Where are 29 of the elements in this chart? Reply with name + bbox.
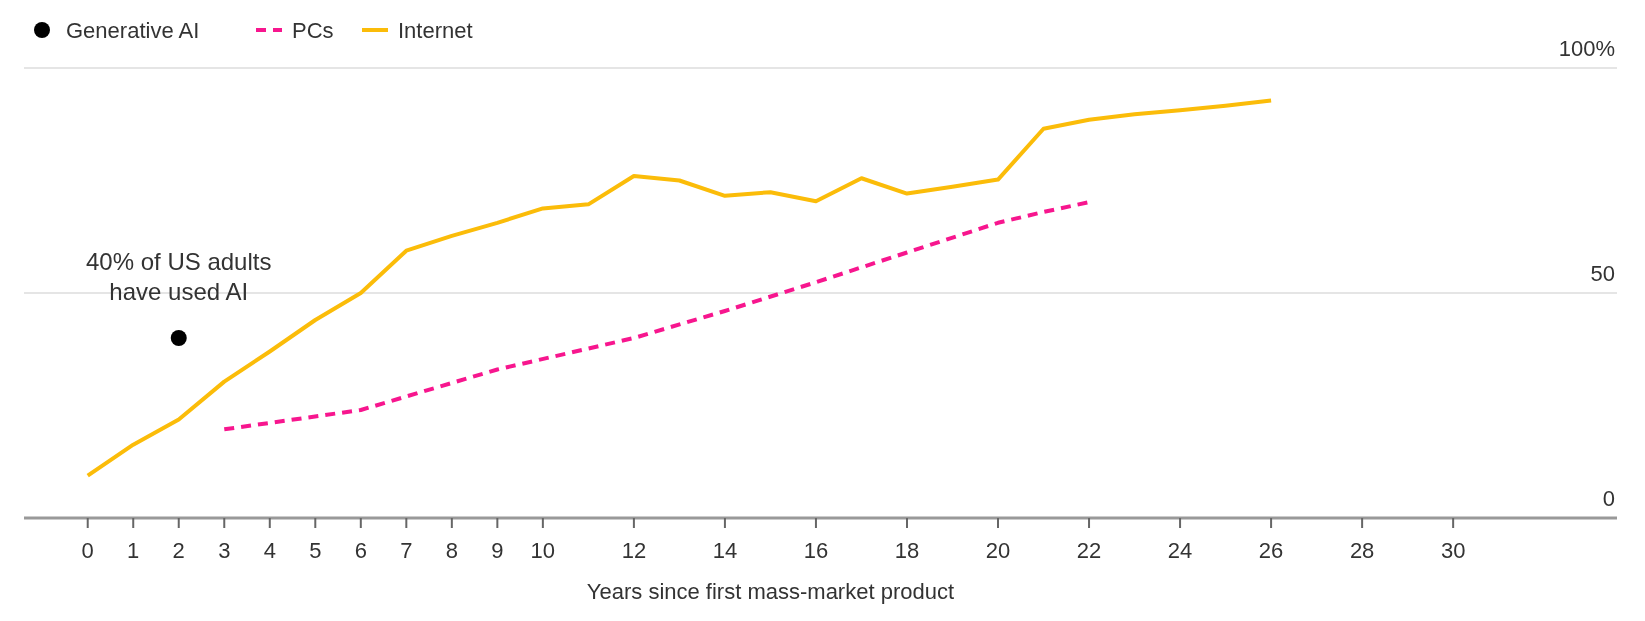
legend-label: Generative AI — [66, 18, 200, 43]
x-tick-label: 2 — [172, 538, 185, 563]
x-tick-label: 7 — [400, 538, 413, 563]
x-tick-label: 28 — [1349, 538, 1375, 563]
x-tick-label: 1 — [127, 538, 140, 563]
x-tick-label: 3 — [218, 538, 231, 563]
x-tick-label: 0 — [81, 538, 94, 563]
x-tick-label: 18 — [894, 538, 920, 563]
x-tick-label: 9 — [491, 538, 504, 563]
x-tick-label: 14 — [712, 538, 738, 563]
legend-label: PCs — [292, 18, 334, 43]
x-tick-label: 26 — [1258, 538, 1284, 563]
x-tick-label: 24 — [1167, 538, 1193, 563]
x-tick-label: 20 — [985, 538, 1011, 563]
x-tick-label: 30 — [1440, 538, 1466, 563]
x-tick-label: 4 — [263, 538, 276, 563]
annotation: 40% of US adults have used AI — [86, 248, 272, 305]
x-tick-label: 12 — [621, 538, 647, 563]
y-tick-label: 50 — [1590, 261, 1615, 286]
x-axis-title: Years since first mass-market product — [586, 579, 955, 604]
x-tick-label: 10 — [530, 538, 556, 563]
x-tick-label: 5 — [309, 538, 322, 563]
legend-label: Internet — [398, 18, 473, 43]
x-tick-label: 6 — [354, 538, 367, 563]
x-tick-label: 16 — [803, 538, 829, 563]
y-tick-label: 100% — [1558, 36, 1615, 61]
x-tick-label: 22 — [1076, 538, 1102, 563]
x-tick-label: 8 — [445, 538, 458, 563]
y-tick-label: 0 — [1602, 486, 1615, 511]
